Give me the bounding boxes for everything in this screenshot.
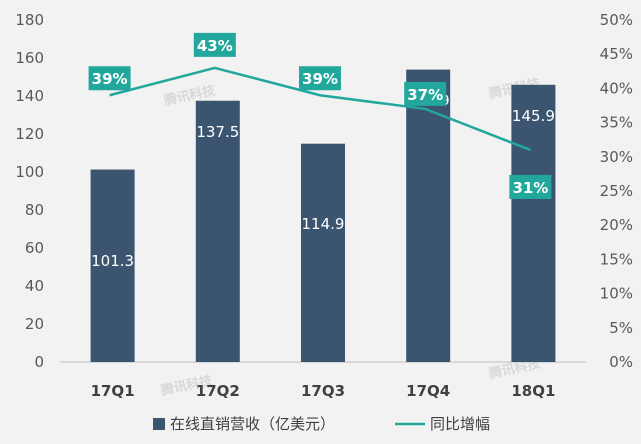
x-tick-label: 17Q3 [301, 382, 345, 400]
right-y-tick-label: 35% [600, 114, 633, 132]
rate-line [109, 66, 531, 152]
left-y-tick-label: 180 [15, 11, 44, 29]
x-tick-label: 17Q2 [196, 382, 240, 400]
right-y-tick-label: 20% [600, 216, 633, 234]
right-y-tick-label: 45% [600, 45, 633, 63]
left-y-tick-label: 0 [34, 353, 44, 371]
right-y-tick-label: 0% [609, 353, 633, 371]
left-y-tick-label: 140 [15, 87, 44, 105]
rate-label-box [299, 66, 341, 91]
right-y-axis: 0% 5% 10% 15% 20% 25% 30% 35% 40% 45% 50% [600, 11, 633, 371]
rate-data-label: 37% [407, 86, 443, 104]
rate-label-box [404, 81, 447, 106]
bar [511, 84, 556, 362]
rate-data-label: 43% [197, 37, 233, 55]
right-y-tick-label: 25% [600, 182, 633, 200]
rate-label-box [509, 174, 552, 199]
right-y-tick-label: 5% [609, 319, 633, 337]
bar-data-label: 101.3 [91, 252, 134, 270]
legend: 在线直销营收（亿美元） 同比增幅 [153, 415, 490, 433]
right-y-tick-label: 40% [600, 79, 633, 97]
rate-data-label: 31% [512, 179, 548, 197]
right-y-tick-label: 15% [600, 250, 633, 268]
legend-label-bars: 在线直销营收（亿美元） [170, 415, 335, 433]
bar [301, 143, 345, 362]
left-y-axis: 0 20 40 60 80 100 120 140 160 180 [15, 11, 44, 371]
left-y-tick-label: 20 [25, 315, 44, 333]
bar [195, 100, 240, 362]
left-y-tick-label: 160 [15, 49, 44, 67]
left-y-tick-label: 120 [15, 125, 44, 143]
right-y-tick-label: 30% [600, 148, 633, 166]
left-y-tick-label: 40 [25, 277, 44, 295]
left-y-tick-label: 60 [25, 239, 44, 257]
x-tick-label: 17Q4 [406, 382, 450, 400]
bar [90, 169, 135, 362]
left-y-tick-label: 100 [15, 163, 44, 181]
legend-label-line: 同比增幅 [430, 415, 490, 433]
rate-data-label: 39% [92, 70, 128, 88]
line-series: 39% 43% 39% 37% 31% [88, 32, 552, 199]
rate-data-label: 39% [302, 70, 338, 88]
x-tick-label: 18Q1 [511, 382, 555, 400]
rate-label-box [193, 32, 236, 57]
right-y-tick-label: 10% [600, 285, 633, 303]
x-tick-label: 17Q1 [91, 382, 135, 400]
bar-data-label: 145.9 [512, 107, 555, 125]
rate-label-box [88, 66, 131, 91]
bar [406, 69, 451, 362]
right-y-tick-label: 50% [600, 11, 633, 29]
bar-data-label: 137.5 [196, 123, 239, 141]
left-y-tick-label: 80 [25, 201, 44, 219]
bar-data-label: 114.9 [302, 215, 345, 233]
legend-swatch-bars [153, 418, 165, 430]
x-axis: 17Q1 17Q2 17Q3 17Q4 18Q1 [91, 382, 556, 400]
